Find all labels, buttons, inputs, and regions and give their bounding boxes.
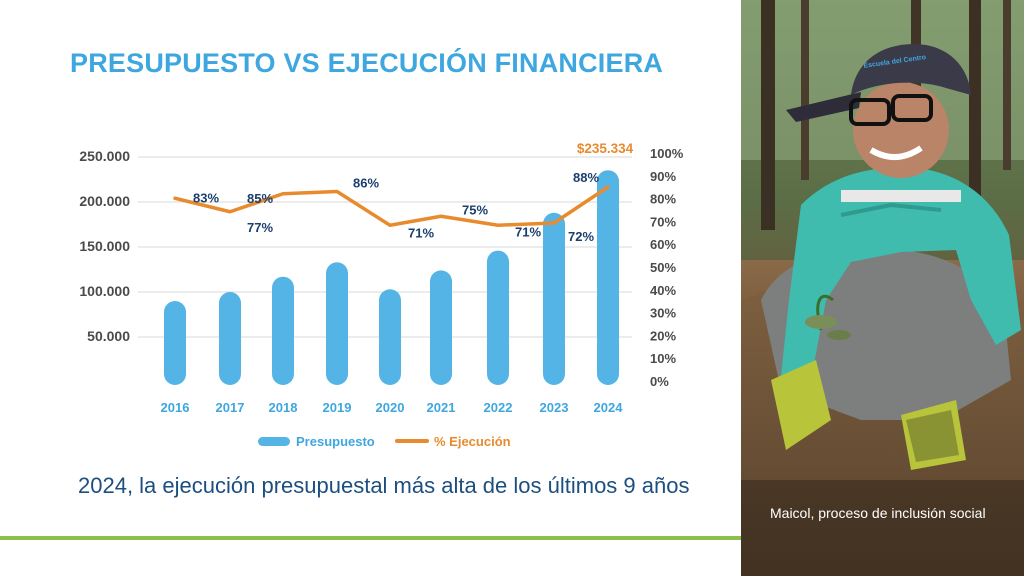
line-data-label: 83% (193, 190, 219, 205)
slide-title: PRESUPUESTO VS EJECUCIÓN FINANCIERA (70, 48, 664, 78)
right-axis-tick: 100% (650, 146, 684, 161)
bar-presupuesto (272, 276, 294, 385)
right-axis-tick: 60% (650, 237, 676, 252)
left-axis-tick: 200.000 (79, 193, 130, 209)
legend-label-ejecucion: % Ejecución (434, 434, 511, 449)
bar-presupuesto (487, 250, 509, 385)
right-axis-tick: 50% (650, 260, 676, 275)
photo-caption: Maicol, proceso de inclusión social (770, 505, 986, 521)
line-data-label: 85% (247, 191, 273, 206)
green-divider (0, 536, 1024, 540)
right-axis-tick: 40% (650, 283, 676, 298)
left-axis-tick: 50.000 (87, 328, 130, 344)
right-axis-tick: 0% (650, 374, 669, 389)
bar-presupuesto (597, 170, 619, 385)
bar-presupuesto (164, 301, 186, 385)
x-axis-tick: 2023 (540, 400, 569, 415)
x-axis-tick: 2016 (161, 400, 190, 415)
left-axis-tick: 100.000 (79, 283, 130, 299)
x-axis-tick: 2021 (427, 400, 456, 415)
legend-label-presupuesto: Presupuesto (296, 434, 375, 449)
bar-presupuesto (379, 289, 401, 385)
x-axis-tick: 2022 (484, 400, 513, 415)
person-figure (761, 44, 1021, 470)
x-axis-tick: 2017 (216, 400, 245, 415)
slide-subtitle: 2024, la ejecución presupuestal más alta… (78, 473, 690, 498)
right-axis-tick: 30% (650, 306, 676, 321)
x-axis-tick: 2020 (376, 400, 405, 415)
right-axis-tick: 20% (650, 328, 676, 343)
line-data-label: 71% (408, 225, 434, 240)
line-data-label: 88% (573, 170, 599, 185)
line-data-label: 75% (462, 202, 488, 217)
right-axis-tick: 90% (650, 169, 676, 184)
right-axis-tick: 70% (650, 214, 676, 229)
x-axis-tick: 2019 (323, 400, 352, 415)
x-axis-tick: 2024 (594, 400, 624, 415)
photo-panel: Escuela del Centro (741, 0, 1024, 576)
left-axis-tick: 150.000 (79, 238, 130, 254)
budget-execution-chart: 250.000 200.000 150.000 100.000 50.000 100% 90… (79, 141, 684, 449)
legend-swatch-presupuesto (258, 437, 290, 446)
right-axis-tick: 80% (650, 192, 676, 207)
highlight-value-label: $235.334 (577, 141, 634, 156)
right-axis-tick: 10% (650, 351, 676, 366)
bar-presupuesto (326, 262, 348, 385)
line-ejecucion (173, 185, 610, 227)
line-data-label: 71% (515, 224, 541, 239)
line-data-label: 86% (353, 176, 379, 191)
left-axis-tick: 250.000 (79, 148, 130, 164)
line-data-label: 72% (568, 229, 594, 244)
bar-presupuesto (430, 270, 452, 385)
bar-presupuesto (219, 292, 241, 385)
bar-presupuesto (543, 212, 565, 385)
line-data-label: 77% (247, 220, 273, 235)
x-axis-tick: 2018 (269, 400, 298, 415)
